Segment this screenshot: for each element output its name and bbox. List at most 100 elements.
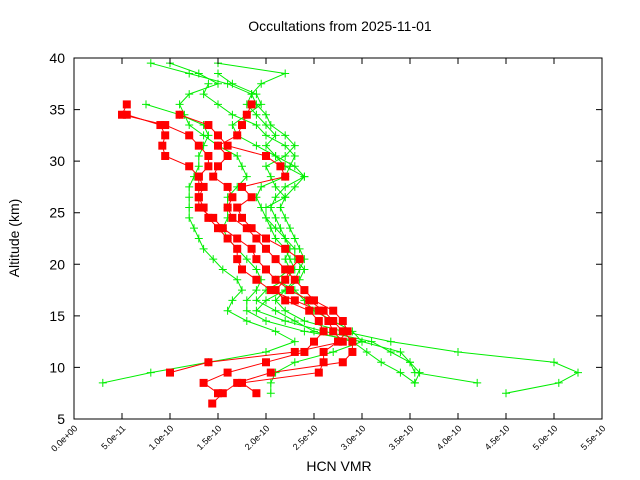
data-point bbox=[214, 131, 222, 140]
y-axis-label: Altitude (km) bbox=[6, 199, 22, 278]
data-point bbox=[338, 317, 347, 326]
data-point bbox=[247, 90, 256, 99]
series-7 bbox=[122, 110, 357, 408]
data-point bbox=[377, 358, 386, 367]
series-line bbox=[202, 83, 416, 384]
data-point bbox=[281, 172, 290, 181]
data-point bbox=[334, 337, 342, 346]
series-line bbox=[102, 103, 297, 384]
data-point bbox=[146, 368, 155, 377]
data-point bbox=[410, 378, 419, 387]
x-tick-label: 5.5e-10 bbox=[579, 423, 608, 452]
data-point bbox=[290, 182, 299, 191]
data-point bbox=[271, 213, 280, 222]
data-point bbox=[262, 358, 270, 367]
data-point bbox=[242, 110, 251, 119]
data-point bbox=[386, 347, 395, 356]
data-point bbox=[185, 121, 194, 130]
data-point bbox=[204, 358, 213, 367]
data-point bbox=[242, 296, 251, 305]
data-point bbox=[266, 378, 275, 387]
data-point bbox=[204, 121, 213, 130]
data-point bbox=[262, 265, 270, 274]
data-point bbox=[338, 337, 347, 346]
series-8 bbox=[209, 100, 352, 398]
data-point bbox=[300, 265, 309, 274]
data-point bbox=[175, 100, 184, 109]
data-point bbox=[238, 162, 246, 171]
data-point bbox=[233, 203, 242, 212]
data-point bbox=[338, 327, 347, 336]
data-point bbox=[329, 347, 338, 356]
data-point bbox=[406, 358, 414, 367]
data-point bbox=[305, 306, 314, 315]
data-point bbox=[194, 69, 203, 78]
data-point bbox=[281, 244, 290, 253]
data-point bbox=[122, 100, 131, 109]
data-point bbox=[228, 296, 237, 305]
data-point bbox=[223, 182, 232, 191]
data-point bbox=[300, 347, 309, 356]
data-point bbox=[223, 368, 232, 377]
data-point bbox=[233, 234, 242, 243]
data-point bbox=[238, 265, 246, 274]
data-point bbox=[185, 131, 194, 140]
data-point bbox=[295, 255, 304, 264]
data-point bbox=[204, 162, 213, 171]
data-point bbox=[247, 224, 256, 233]
data-point bbox=[233, 275, 242, 284]
data-point bbox=[300, 327, 309, 336]
data-point bbox=[454, 347, 462, 356]
data-point bbox=[199, 203, 208, 212]
data-point bbox=[271, 131, 280, 140]
data-point bbox=[281, 141, 290, 150]
data-point bbox=[300, 317, 309, 326]
data-point bbox=[319, 358, 328, 367]
data-point bbox=[238, 213, 246, 222]
data-point bbox=[252, 296, 261, 305]
data-point bbox=[348, 347, 357, 356]
y-tick-label: 40 bbox=[49, 50, 65, 66]
data-point bbox=[204, 131, 213, 140]
data-point bbox=[194, 203, 203, 212]
data-point bbox=[238, 182, 246, 191]
data-point bbox=[281, 182, 290, 191]
data-point bbox=[242, 306, 251, 315]
data-point bbox=[290, 275, 299, 284]
data-point bbox=[262, 317, 270, 326]
data-point bbox=[166, 368, 174, 377]
data-point bbox=[214, 162, 222, 171]
data-point bbox=[271, 306, 280, 315]
data-point bbox=[281, 265, 290, 274]
data-point bbox=[242, 317, 251, 326]
x-axis-label: HCN VMR bbox=[306, 458, 371, 474]
data-point bbox=[281, 275, 290, 284]
data-point bbox=[238, 286, 246, 295]
series-line bbox=[179, 114, 325, 394]
series-layer bbox=[98, 59, 582, 408]
data-point bbox=[300, 286, 309, 295]
data-point bbox=[223, 203, 232, 212]
axes-layer: 0.0e+00 5.0e-11 1.0e-10 1.5e-10 2.0e-10 2.5e-… bbox=[49, 50, 607, 454]
chart-title: Occultations from 2025-11-01 bbox=[248, 18, 432, 34]
data-point bbox=[310, 296, 318, 305]
x-tick-label: 4.5e-10 bbox=[483, 423, 512, 452]
data-point bbox=[242, 172, 251, 181]
data-point bbox=[266, 121, 275, 130]
data-point bbox=[271, 182, 280, 191]
series-6 bbox=[118, 100, 347, 377]
data-point bbox=[156, 121, 165, 130]
data-point bbox=[233, 151, 242, 160]
data-point bbox=[209, 213, 218, 222]
data-point bbox=[271, 286, 280, 295]
data-point bbox=[142, 100, 150, 109]
data-point bbox=[252, 141, 261, 150]
plot-border bbox=[73, 57, 603, 420]
data-point bbox=[554, 378, 563, 387]
data-point bbox=[266, 224, 275, 233]
data-point bbox=[247, 100, 256, 109]
data-point bbox=[214, 389, 222, 398]
data-point bbox=[271, 296, 280, 305]
data-point bbox=[228, 213, 237, 222]
